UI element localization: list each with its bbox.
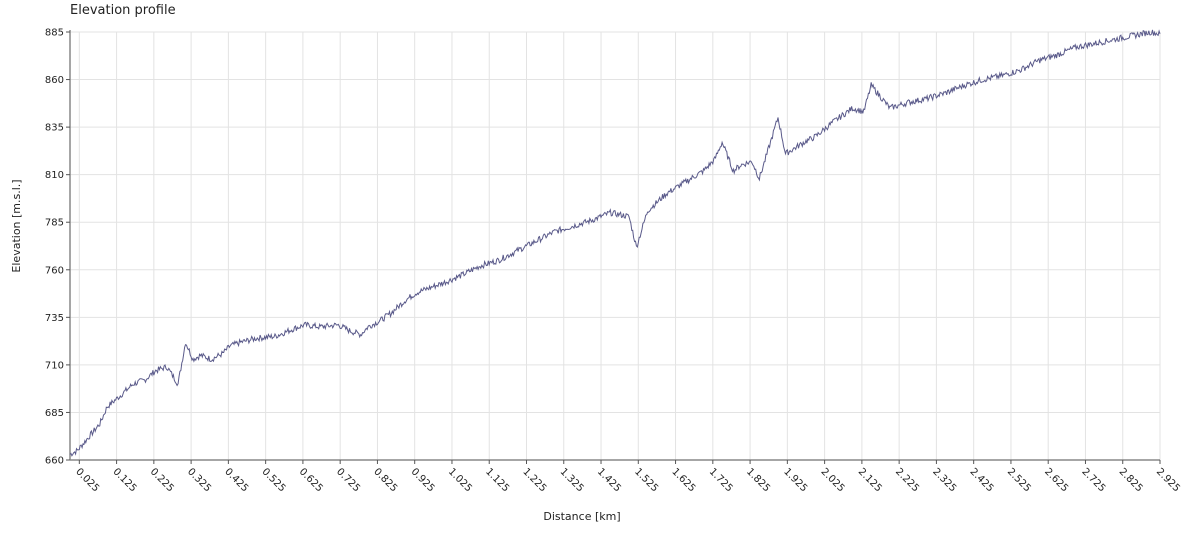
- x-tick-label: 0.425: [222, 466, 250, 494]
- y-tick-label: 835: [45, 123, 64, 134]
- chart-title: Elevation profile: [70, 3, 176, 18]
- x-axis-ticks: 0.025 0.125 0.225 0.325 0.425 0.525 0.625 0.725…: [73, 460, 1182, 494]
- x-tick-label: 1.525: [632, 466, 660, 494]
- x-tick-label: 2.525: [1005, 466, 1033, 494]
- y-tick-label: 785: [45, 218, 64, 229]
- x-tick-label: 2.925: [1154, 466, 1182, 494]
- x-tick-label: 0.825: [371, 466, 399, 494]
- x-tick-label: 1.925: [781, 466, 809, 494]
- x-tick-label: 2.225: [893, 466, 921, 494]
- y-tick-label: 860: [45, 75, 64, 86]
- x-tick-label: 0.225: [148, 466, 176, 494]
- grid: [70, 31, 1161, 461]
- x-tick-label: 2.725: [1079, 466, 1107, 494]
- x-tick-label: 1.325: [558, 466, 586, 494]
- x-tick-label: 2.025: [818, 466, 846, 494]
- x-tick-label: 0.325: [185, 466, 213, 494]
- y-tick-label: 810: [45, 170, 64, 181]
- x-tick-label: 0.125: [110, 466, 138, 494]
- axes: [69, 30, 1160, 461]
- x-tick-label: 2.325: [930, 466, 958, 494]
- x-tick-label: 2.625: [1042, 466, 1070, 494]
- y-tick-label: 660: [45, 456, 64, 467]
- y-tick-label: 685: [45, 408, 64, 419]
- x-tick-label: 1.125: [483, 466, 511, 494]
- x-tick-label: 0.925: [409, 466, 437, 494]
- y-axis-ticks: 660 685 710 735 760 785 810 835 860 885: [45, 28, 70, 467]
- x-tick-label: 1.425: [595, 466, 623, 494]
- elevation-line: [69, 29, 1161, 457]
- x-tick-label: 1.225: [520, 466, 548, 494]
- x-tick-label: 2.825: [1117, 466, 1145, 494]
- x-tick-label: 2.125: [856, 466, 884, 494]
- x-tick-label: 1.825: [744, 466, 772, 494]
- y-axis-label: Elevation [m.s.l.]: [10, 179, 23, 272]
- y-tick-label: 885: [45, 28, 64, 39]
- x-tick-label: 0.725: [334, 466, 362, 494]
- x-tick-label: 0.525: [260, 466, 288, 494]
- y-tick-label: 735: [45, 313, 64, 324]
- y-tick-label: 760: [45, 265, 64, 276]
- x-tick-label: 0.025: [73, 466, 101, 494]
- x-tick-label: 1.625: [669, 466, 697, 494]
- x-tick-label: 0.625: [297, 466, 325, 494]
- x-axis-label: Distance [km]: [543, 510, 620, 523]
- x-tick-label: 1.025: [446, 466, 474, 494]
- x-tick-label: 2.425: [968, 466, 996, 494]
- x-tick-label: 1.725: [707, 466, 735, 494]
- y-tick-label: 710: [45, 360, 64, 371]
